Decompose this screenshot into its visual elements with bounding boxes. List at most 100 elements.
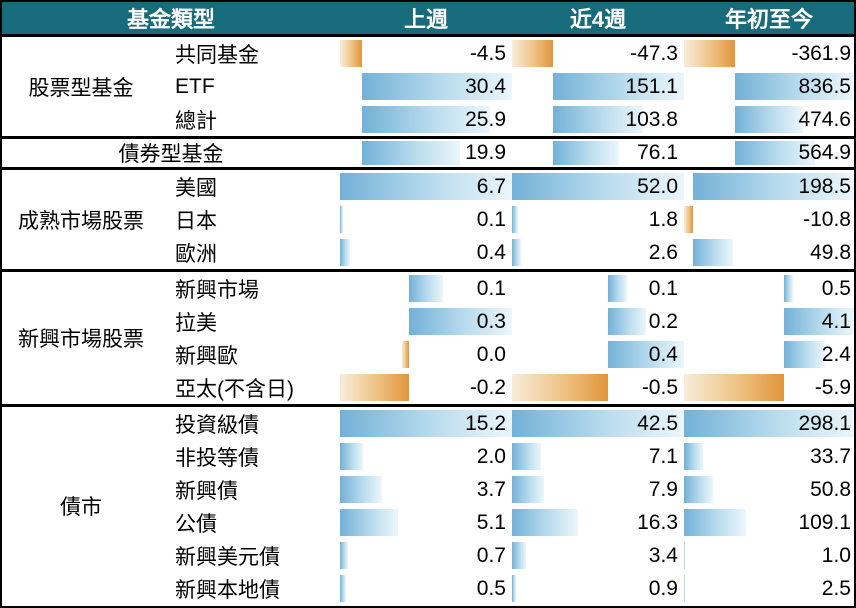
section-rows: 共同基金 -4.5 -47.3 -361.9 ETF 30.4 151.1 836.5 總計 25…: [160, 37, 854, 136]
value-cell: 474.6: [684, 103, 854, 136]
table-section: 債市 投資級債 15.2 42.5 298.1 非投等債 2.0 7.1 33.7 新興債 3.7 7…: [2, 404, 854, 605]
cell-value: -361.9: [791, 42, 851, 65]
group-label: 股票型基金: [28, 76, 134, 100]
cell-value: -10.8: [803, 208, 851, 231]
column-header-last-week: 上週: [403, 7, 448, 32]
cell-value: -0.2: [469, 376, 506, 399]
data-bar-positive: [684, 509, 747, 536]
value-cell: 0.1: [340, 203, 512, 236]
table-row: 拉美 0.3 0.2 4.1: [160, 305, 854, 338]
table-section: 新興市場股票 新興市場 0.1 0.1 0.5 拉美 0.3 0.2 4.1 新興歐 0.0 0.4 2…: [2, 269, 854, 404]
cell-value: 52.0: [637, 175, 678, 198]
table-row: 新興美元債 0.7 3.4 1.0: [160, 539, 854, 572]
table-row: 共同基金 -4.5 -47.3 -361.9: [160, 37, 854, 70]
value-cell: -4.5: [340, 37, 512, 70]
data-bar-positive: [362, 73, 512, 100]
cell-value: 2.6: [648, 241, 678, 264]
table-section: 股票型基金 共同基金 -4.5 -47.3 -361.9 ETF 30.4 151.1 836.…: [2, 37, 854, 136]
cell-value: 3.7: [476, 478, 506, 501]
row-label: 投資級債: [175, 413, 259, 437]
row-label: 總計: [175, 109, 217, 133]
table-header-row: 基金類型 上週 近4週 年初至今: [2, 2, 854, 34]
value-cell: 0.9: [512, 572, 684, 605]
value-cell: 0.4: [512, 338, 684, 371]
cell-value: 19.9: [465, 141, 506, 164]
data-bar-positive: [553, 141, 619, 165]
value-cell: 836.5: [684, 70, 854, 103]
cell-value: 474.6: [798, 108, 851, 131]
data-bar-positive: [340, 476, 382, 503]
table-row: 非投等債 2.0 7.1 33.7: [160, 440, 854, 473]
cell-value: -4.5: [469, 42, 506, 65]
value-cell: 3.7: [340, 473, 512, 506]
value-cell: -0.2: [340, 371, 512, 404]
table-body: 股票型基金 共同基金 -4.5 -47.3 -361.9 ETF 30.4 151.1 836.…: [2, 34, 854, 605]
cell-value: 109.1: [798, 511, 851, 534]
data-bar-positive: [607, 341, 684, 368]
data-bar-positive: [512, 443, 541, 470]
cell-value: 103.8: [625, 108, 678, 131]
data-bar-positive: [784, 341, 826, 368]
value-cell: 198.5: [684, 170, 854, 203]
data-bar-positive: [512, 575, 516, 602]
table-row: 投資級債 15.2 42.5 298.1: [160, 407, 854, 440]
cell-value: 25.9: [465, 108, 506, 131]
cell-value: 151.1: [625, 75, 678, 98]
data-bar-positive: [340, 410, 512, 437]
value-cell: -361.9: [684, 37, 854, 70]
data-bar-negative: [340, 374, 409, 401]
group-label: 債市: [60, 496, 102, 519]
data-bar-positive: [512, 206, 518, 233]
value-cell: 1.8: [512, 203, 684, 236]
data-bar-positive: [684, 443, 704, 470]
value-cell: 42.5: [512, 407, 684, 440]
value-cell: -47.3: [512, 37, 684, 70]
section-rows: 新興市場 0.1 0.1 0.5 拉美 0.3 0.2 4.1 新興歐 0.0 0.4 2.4 亞太(不…: [160, 272, 854, 404]
value-cell: 2.0: [340, 440, 512, 473]
cell-value: -5.9: [814, 376, 851, 399]
value-cell: 15.2: [340, 407, 512, 440]
row-label: 新興市場: [175, 278, 259, 302]
value-cell: 50.8: [684, 473, 854, 506]
cell-value: 564.9: [798, 141, 851, 164]
cell-value: 15.2: [465, 412, 506, 435]
data-bar-positive: [362, 106, 490, 133]
cell-value: 198.5: [798, 175, 851, 198]
value-cell: -10.8: [684, 203, 854, 236]
data-bar-positive: [362, 141, 461, 165]
data-bar-negative: [684, 40, 736, 67]
cell-value: 0.1: [476, 277, 506, 300]
data-bar-positive: [512, 509, 578, 536]
cell-value: 1.0: [821, 544, 851, 567]
value-cell: 0.2: [512, 305, 684, 338]
cell-value: 6.7: [476, 175, 506, 198]
table-section: 成熟市場股票 美國 6.7 52.0 198.5 日本 0.1 1.8 -10.8 歐洲 0.4 2.…: [2, 167, 854, 269]
data-bar-positive: [512, 542, 526, 569]
row-label: 亞太(不含日): [175, 377, 294, 401]
column-header-last-4-weeks: 近4週: [569, 7, 627, 32]
value-cell: 49.8: [684, 236, 854, 269]
section-rows: 美國 6.7 52.0 198.5 日本 0.1 1.8 -10.8 歐洲 0.4 2.6 49.8: [160, 170, 854, 269]
data-bar-positive: [512, 239, 521, 266]
table-row: 新興債 3.7 7.9 50.8: [160, 473, 854, 506]
table-row: 新興市場 0.1 0.1 0.5: [160, 272, 854, 305]
value-cell: 52.0: [512, 170, 684, 203]
value-cell: 0.5: [684, 272, 854, 305]
row-label: 債券型基金: [118, 143, 224, 166]
cell-value: 836.5: [798, 75, 851, 98]
cell-value: -47.3: [630, 42, 678, 65]
table-row: 日本 0.1 1.8 -10.8: [160, 203, 854, 236]
table-row: 新興歐 0.0 0.4 2.4: [160, 338, 854, 371]
data-bar-positive: [735, 106, 803, 133]
data-bar-positive: [684, 542, 685, 569]
table-row: 美國 6.7 52.0 198.5: [160, 170, 854, 203]
data-bar-positive: [692, 173, 854, 200]
cell-value: 0.2: [648, 310, 678, 333]
cell-value: 16.3: [637, 511, 678, 534]
cell-value: 7.9: [648, 478, 678, 501]
cell-value: 0.5: [476, 577, 506, 600]
data-bar-positive: [607, 308, 646, 335]
value-cell: 2.5: [684, 572, 854, 605]
value-cell: -5.9: [684, 371, 854, 404]
